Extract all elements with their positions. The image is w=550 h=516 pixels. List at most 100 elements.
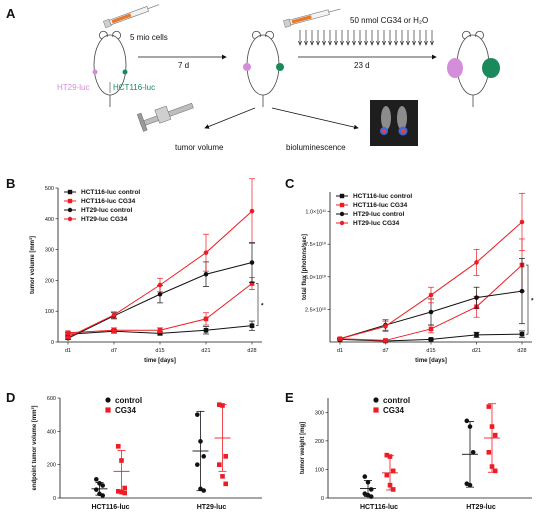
data-point [489,464,495,469]
caliper-icon [136,102,194,132]
y-tick-label: 400 [45,217,54,223]
cells-label: 5 mio cells [130,33,168,42]
y-tick-label: 7.5×10¹⁰ [305,241,327,248]
data-point [383,338,388,343]
data-point [384,452,390,458]
data-point [100,493,105,498]
significance-star: * [261,303,264,310]
bioluminescence-label: bioluminescence [286,143,346,152]
injection-arrow-head [340,40,344,46]
legend-marker [339,220,345,226]
category-label: HT29-luc [466,504,496,511]
legend-label: HCT116-luc control [81,189,140,196]
significance-bracket [256,283,259,326]
panel-label-b: B [6,176,15,191]
data-point [492,468,498,474]
injection-arrow-head [310,40,314,46]
data-point [519,219,525,225]
data-point [249,208,255,214]
data-point [474,295,479,300]
injection-arrow-head [418,40,422,46]
y-tick-label: 400 [47,429,56,435]
data-point [428,326,434,332]
data-point [119,489,124,495]
y-axis-label: tumor volume [mm³] [29,236,36,294]
data-point [428,292,434,298]
x-tick-label: d21 [472,348,481,354]
data-point [383,324,388,329]
legend-marker [67,189,73,195]
data-point [116,444,121,449]
panel-label-c: C [285,176,295,191]
category-label: HCT116-luc [360,504,398,511]
x-tick-label: d7 [111,348,117,354]
legend-marker [339,202,345,208]
data-point [157,291,163,297]
legend-label: HT29-luc CG34 [353,220,400,227]
legend-label: HCT116-luc CG34 [81,198,136,205]
injection-arrow-head [346,40,350,46]
series-line [67,210,253,338]
data-point [203,327,209,333]
legend-marker [339,211,345,217]
legend-marker [373,397,379,403]
arrow-to-volume [204,107,256,129]
data-point [198,439,203,444]
legend-marker [67,216,73,222]
data-point [223,481,228,487]
data-point [384,472,390,478]
chart-endpoint-tumor-volume: 0 200 400 600 endpoint tumor volume [mm³] HCT… [31,396,262,511]
data-point [116,489,121,494]
data-point [249,281,255,286]
chart-total-flux-over-time: 2.5×10¹⁰ 5.0×10¹⁰ 7.5×10¹⁰ 1.0×10¹¹ d1 d7 d15 d… [302,192,534,364]
data-point [217,402,222,407]
data-point [65,335,71,340]
legend-label: HCT116-luc CG34 [353,202,408,209]
y-tick-label: 600 [47,396,56,402]
data-point [387,454,393,459]
tumor-volume-label: tumor volume [175,143,224,152]
panel-label-a: A [6,6,16,21]
data-point [489,424,495,429]
legend-marker [67,207,73,213]
data-point [470,449,476,455]
mouse-icon [447,30,500,107]
significance-star: * [531,298,534,305]
injection-arrow-head [358,40,362,46]
data-point [195,412,200,417]
data-point [474,260,479,265]
data-point [474,332,479,338]
syringe-icon [103,4,160,29]
legend-label: CG34 [115,406,136,415]
legend-label: control [383,396,410,405]
category-label: HT29-luc [197,504,227,511]
data-point [486,449,492,455]
data-point [220,403,225,408]
data-point [217,462,222,467]
data-point [203,250,209,255]
y-tick-label: 2.5×10¹⁰ [305,306,327,313]
data-point [519,288,525,294]
mouse-icon [92,30,128,107]
x-tick-label: d15 [426,348,435,354]
x-tick-label: d28 [517,348,526,354]
y-tick-label: 100 [45,309,54,315]
legend-label: CG34 [383,406,404,415]
data-point [467,482,473,488]
injection-arrow-head [412,40,416,46]
data-point [157,327,163,333]
y-axis-label: total flux [photons/sec] [302,234,308,300]
data-point [119,458,124,463]
injection-arrows [298,30,434,46]
data-point [365,479,371,485]
y-tick-label: 0 [53,496,56,502]
arrow-to-biolum [271,107,359,130]
injection-arrow-head [376,40,380,46]
y-tick-label: 1.0×10¹¹ [305,210,326,216]
data-point [387,482,393,488]
x-tick-label: d15 [155,348,164,354]
injection-arrow-head [364,40,368,46]
data-point [111,327,117,333]
data-point [428,337,434,342]
